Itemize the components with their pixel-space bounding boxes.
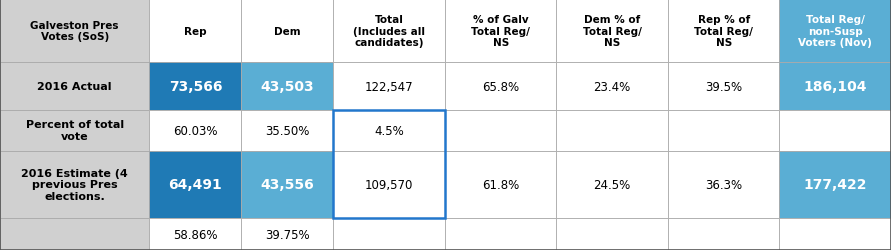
Bar — [333, 151, 445, 218]
Text: 177,422: 177,422 — [804, 178, 867, 192]
Text: 73,566: 73,566 — [168, 80, 222, 94]
Bar — [150, 110, 241, 151]
Text: 4.5%: 4.5% — [374, 124, 405, 137]
Bar — [333, 63, 445, 110]
Bar — [557, 218, 668, 250]
Bar — [0, 110, 150, 151]
Text: 35.50%: 35.50% — [266, 124, 310, 137]
Bar — [333, 218, 445, 250]
Bar — [668, 218, 780, 250]
Text: Galveston Pres
Votes (SoS): Galveston Pres Votes (SoS) — [30, 21, 119, 42]
Bar — [445, 218, 557, 250]
Bar — [333, 110, 445, 151]
Text: 23.4%: 23.4% — [593, 80, 631, 93]
Bar — [241, 0, 333, 63]
Text: 61.8%: 61.8% — [482, 178, 519, 191]
Bar — [557, 110, 668, 151]
Text: Dem % of
Total Reg/
NS: Dem % of Total Reg/ NS — [583, 15, 642, 48]
Bar — [150, 0, 241, 63]
Bar — [150, 151, 241, 218]
Text: 60.03%: 60.03% — [173, 124, 217, 137]
Bar — [0, 63, 150, 110]
Bar — [0, 218, 150, 250]
Text: 24.5%: 24.5% — [593, 178, 631, 191]
Bar — [668, 110, 780, 151]
Bar — [668, 0, 780, 63]
Text: % of Galv
Total Reg/
NS: % of Galv Total Reg/ NS — [471, 15, 530, 48]
Bar — [445, 151, 557, 218]
Bar — [241, 151, 333, 218]
Text: Dem: Dem — [274, 26, 301, 36]
Text: Total
(Includes all
candidates): Total (Includes all candidates) — [353, 15, 425, 48]
Text: 64,491: 64,491 — [168, 178, 222, 192]
Text: Rep: Rep — [184, 26, 207, 36]
Bar — [241, 218, 333, 250]
Text: 186,104: 186,104 — [804, 80, 867, 94]
Bar — [557, 151, 668, 218]
Bar — [333, 110, 445, 218]
Bar — [557, 0, 668, 63]
Bar — [780, 110, 891, 151]
Bar — [150, 63, 241, 110]
Text: 2016 Actual: 2016 Actual — [37, 82, 112, 92]
Text: 109,570: 109,570 — [365, 178, 413, 191]
Bar — [445, 63, 557, 110]
Text: 2016 Estimate (4
previous Pres
elections.: 2016 Estimate (4 previous Pres elections… — [21, 168, 128, 201]
Bar — [668, 151, 780, 218]
Bar — [150, 218, 241, 250]
Bar — [241, 63, 333, 110]
Bar — [241, 110, 333, 151]
Bar — [780, 63, 891, 110]
Bar — [557, 63, 668, 110]
Text: Rep % of
Total Reg/
NS: Rep % of Total Reg/ NS — [694, 15, 753, 48]
Bar — [0, 151, 150, 218]
Bar — [780, 218, 891, 250]
Text: 122,547: 122,547 — [365, 80, 413, 93]
Bar — [333, 0, 445, 63]
Bar — [0, 0, 150, 63]
Text: 43,556: 43,556 — [260, 178, 315, 192]
Bar — [780, 0, 891, 63]
Text: 58.86%: 58.86% — [173, 228, 217, 241]
Bar — [668, 63, 780, 110]
Bar — [780, 151, 891, 218]
Text: 39.75%: 39.75% — [266, 228, 310, 241]
Bar — [445, 0, 557, 63]
Bar — [445, 110, 557, 151]
Text: 65.8%: 65.8% — [482, 80, 519, 93]
Text: 36.3%: 36.3% — [705, 178, 742, 191]
Text: Percent of total
vote: Percent of total vote — [26, 120, 124, 142]
Text: 39.5%: 39.5% — [705, 80, 742, 93]
Text: 43,503: 43,503 — [261, 80, 315, 94]
Text: Total Reg/
non-Susp
Voters (Nov): Total Reg/ non-Susp Voters (Nov) — [798, 15, 872, 48]
